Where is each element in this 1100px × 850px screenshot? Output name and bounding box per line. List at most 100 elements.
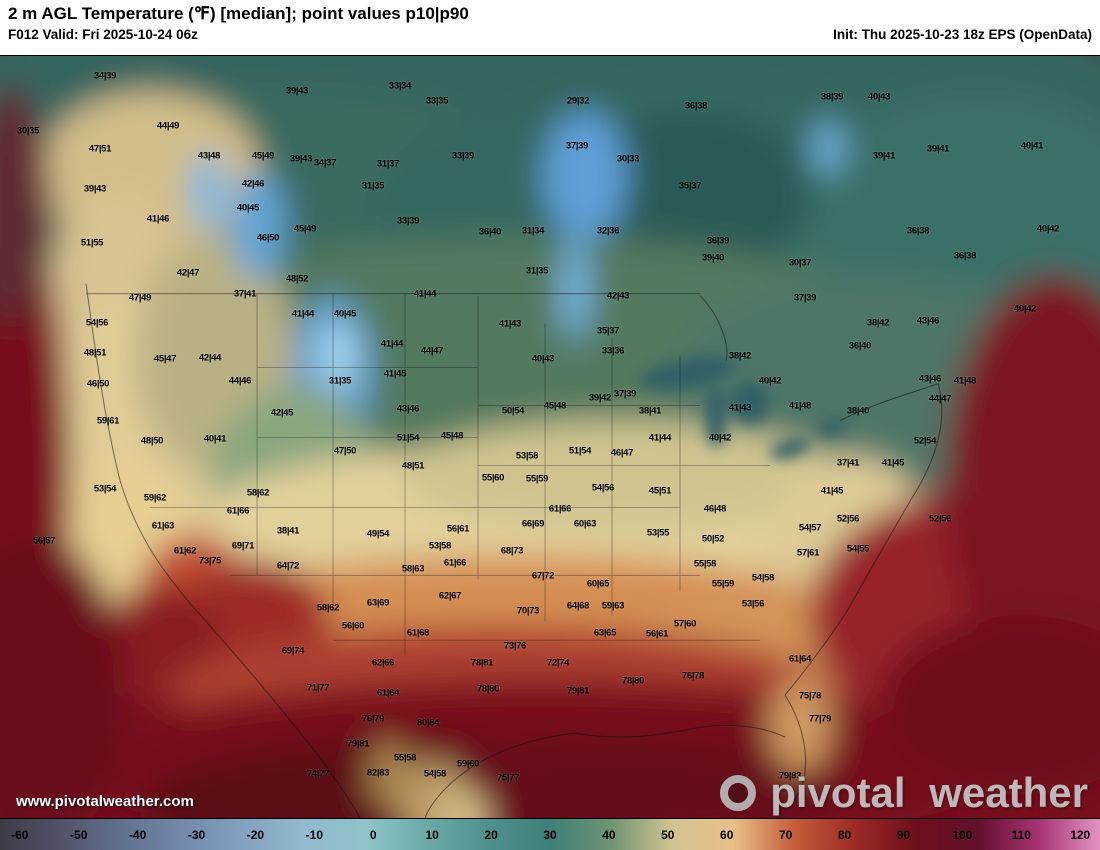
point-value: 37|41 xyxy=(836,457,860,469)
point-value: 61|66 xyxy=(443,557,467,569)
point-value: 38|39 xyxy=(820,91,844,103)
point-value: 48|51 xyxy=(401,460,425,472)
point-value: 48|52 xyxy=(285,273,309,285)
pivotal-logo-icon xyxy=(720,775,757,811)
point-value: 35|37 xyxy=(678,180,702,192)
point-value: 40|42 xyxy=(758,375,782,387)
great-lakes xyxy=(640,357,848,460)
point-value: 45|47 xyxy=(153,353,177,365)
point-value: 42|46 xyxy=(241,178,265,190)
map-meta-row: F012 Valid: Fri 2025-10-24 06z Init: Thu… xyxy=(8,27,1092,42)
point-value: 43|46 xyxy=(918,373,942,385)
point-value: 55|58 xyxy=(693,558,717,570)
point-values-layer: 34|39 39|43 33|34 33|35 29|32 36|38 38|39 40|43… xyxy=(0,56,1100,818)
point-value: 36|38 xyxy=(684,100,708,112)
point-value: 41|44 xyxy=(380,338,404,350)
point-value: 40|43 xyxy=(531,353,555,365)
point-value: 31|35 xyxy=(525,265,549,277)
temperature-map[interactable]: 34|39 39|43 33|34 33|35 29|32 36|38 38|39 40|43… xyxy=(0,55,1100,818)
point-value: 56|57 xyxy=(32,535,56,547)
colorbar-tick: 20 xyxy=(484,827,498,842)
point-value: 44|49 xyxy=(156,120,180,132)
colorbar-tick: 50 xyxy=(661,827,675,842)
colorbar-tick: 110 xyxy=(1011,827,1031,842)
point-value: 77|79 xyxy=(808,713,832,725)
point-value: 55|58 xyxy=(393,752,417,764)
point-value: 38|42 xyxy=(728,350,752,362)
point-value: 30|33 xyxy=(616,153,640,165)
point-value: 69|74 xyxy=(281,645,305,657)
point-value: 61|66 xyxy=(226,505,250,517)
colorbar-tick: -40 xyxy=(128,827,147,842)
colorbar-tick: -30 xyxy=(187,827,206,842)
point-value: 43|46 xyxy=(916,315,940,327)
point-value: 42|44 xyxy=(198,352,222,364)
point-value: 61|62 xyxy=(173,545,197,557)
point-value: 41|45 xyxy=(383,368,407,380)
colorbar-tick: 90 xyxy=(896,827,911,842)
point-value: 48|50 xyxy=(140,435,164,447)
point-value: 37|39 xyxy=(613,388,637,400)
point-value: 53|55 xyxy=(646,527,670,539)
colorbar: -60 -50 -40 -30 -20 -10 0 10 20 30 40 50 60 70 80 90 100… xyxy=(0,818,1100,850)
point-value: 45|49 xyxy=(251,150,275,162)
point-value: 49|54 xyxy=(366,528,390,540)
point-value: 50|54 xyxy=(501,405,525,417)
point-value: 40|45 xyxy=(333,308,357,320)
point-value: 30|35 xyxy=(16,125,40,137)
point-value: 50|52 xyxy=(701,533,725,545)
point-value: 44|46 xyxy=(228,375,252,387)
point-value: 54|57 xyxy=(798,522,822,534)
point-value: 39|43 xyxy=(289,153,313,165)
colorbar-tick: 100 xyxy=(952,827,973,842)
point-value: 59|61 xyxy=(96,415,120,427)
point-value: 74|77 xyxy=(306,768,330,780)
point-value: 38|40 xyxy=(846,405,870,417)
point-value: 31|35 xyxy=(361,180,385,192)
point-value: 61|63 xyxy=(151,520,175,532)
map-header: 2 m AGL Temperature (℉) [median]; point … xyxy=(0,0,1100,55)
point-value: 41|48 xyxy=(953,375,977,387)
colorbar-tick: -50 xyxy=(70,827,88,842)
point-value: 39|41 xyxy=(872,150,896,162)
point-value: 45|49 xyxy=(293,223,317,235)
colorbar-tick: 60 xyxy=(720,827,734,842)
point-value: 40|41 xyxy=(203,433,227,445)
point-value: 56|61 xyxy=(645,628,669,640)
point-value: 38|41 xyxy=(276,525,300,537)
point-value: 62|67 xyxy=(438,590,462,602)
map-title: 2 m AGL Temperature (℉) [median]; point … xyxy=(8,4,469,23)
point-value: 46|50 xyxy=(256,232,280,244)
brand-text: pivotal weather xyxy=(770,769,1088,816)
colorbar-ticks: -60 -50 -40 -30 -20 -10 0 10 20 30 40 50 60 70 80 90 100… xyxy=(0,819,1100,850)
init-time-label: Init: Thu 2025-10-23 18z EPS (OpenData) xyxy=(833,27,1092,42)
point-value: 45|48 xyxy=(543,400,567,412)
point-value: 45|51 xyxy=(648,485,672,497)
point-value: 54|55 xyxy=(846,543,870,555)
point-value: 75|78 xyxy=(798,690,822,702)
colorbar-tick: 70 xyxy=(778,827,793,842)
point-value: 29|32 xyxy=(566,95,590,107)
valid-time-label: F012 Valid: Fri 2025-10-24 06z xyxy=(8,27,198,42)
point-value: 43|46 xyxy=(396,403,420,415)
point-value: 79|81 xyxy=(346,738,370,750)
point-value: 52|56 xyxy=(836,513,860,525)
point-value: 47|51 xyxy=(88,143,112,155)
point-value: 73|76 xyxy=(503,640,527,652)
point-value: 59|63 xyxy=(601,600,625,612)
point-value: 58|63 xyxy=(401,563,425,575)
point-value: 79|83 xyxy=(778,770,802,782)
point-value: 40|42 xyxy=(1036,223,1060,235)
point-value: 64|72 xyxy=(276,560,300,572)
point-value: 54|56 xyxy=(591,482,615,494)
point-value: 78|80 xyxy=(476,683,500,695)
point-value: 48|51 xyxy=(83,347,107,359)
point-value: 39|40 xyxy=(701,252,725,264)
point-value: 53|58 xyxy=(428,540,452,552)
point-value: 36|38 xyxy=(906,225,930,237)
colorbar-gradient xyxy=(0,819,1100,850)
point-value: 42|43 xyxy=(606,290,630,302)
point-value: 42|45 xyxy=(270,407,294,419)
point-value: 61|64 xyxy=(788,653,812,665)
point-value: 30|37 xyxy=(788,257,812,269)
